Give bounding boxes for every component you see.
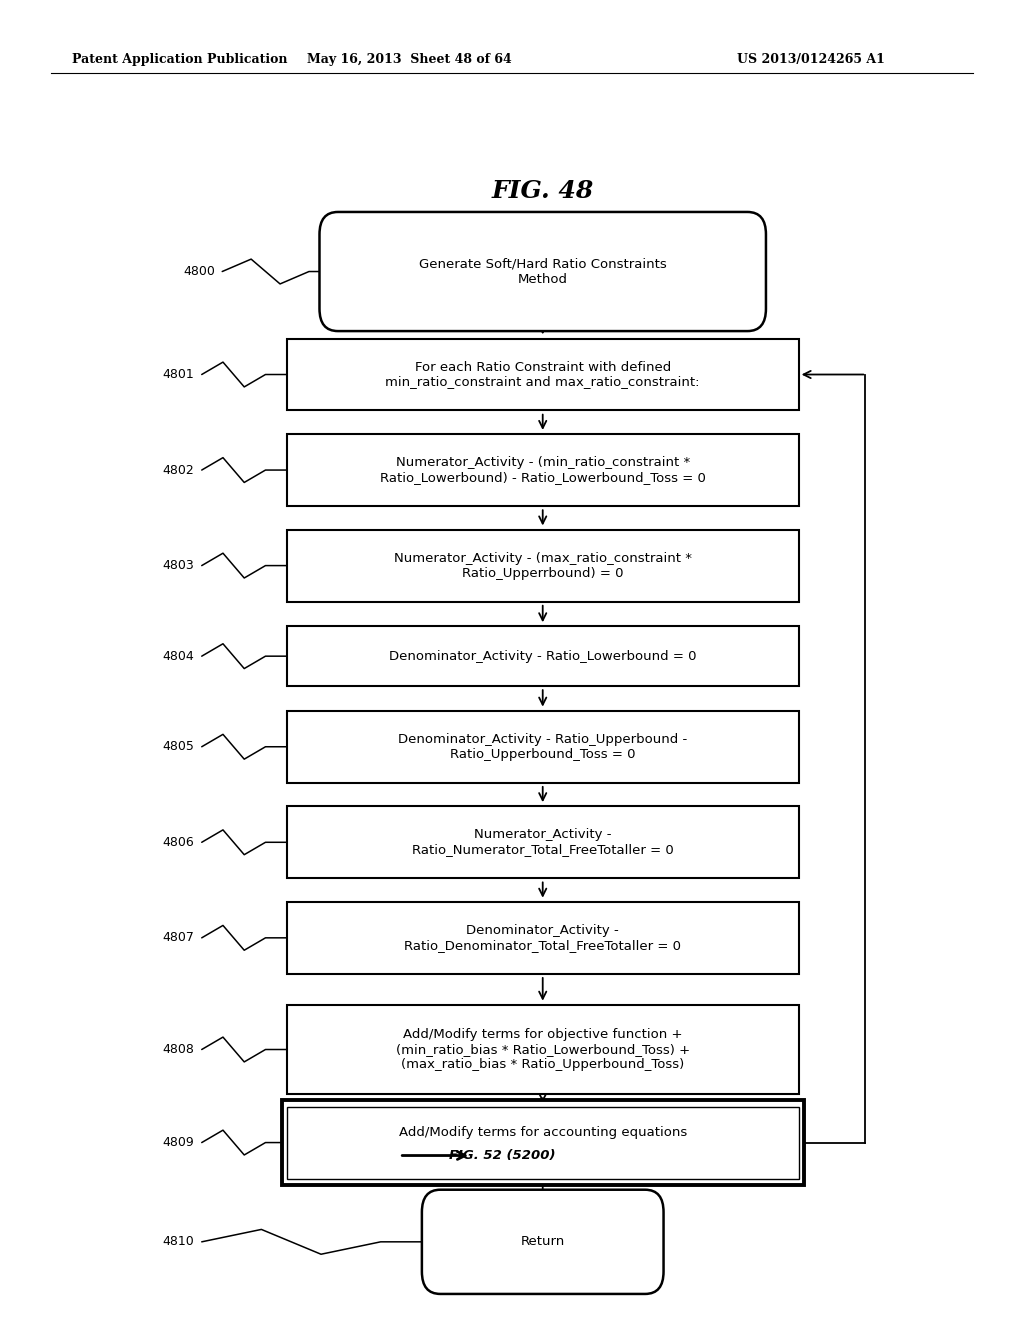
Text: 4805: 4805 (163, 741, 195, 754)
Text: 4808: 4808 (163, 1043, 195, 1056)
Text: 4807: 4807 (163, 932, 195, 944)
FancyBboxPatch shape (287, 627, 799, 686)
FancyBboxPatch shape (287, 1005, 799, 1094)
Text: Denominator_Activity - Ratio_Upperbound -
Ratio_Upperbound_Toss = 0: Denominator_Activity - Ratio_Upperbound … (398, 733, 687, 760)
FancyBboxPatch shape (287, 1106, 799, 1179)
Text: FIG. 48: FIG. 48 (492, 180, 594, 203)
Text: 4806: 4806 (163, 836, 195, 849)
Text: Patent Application Publication: Patent Application Publication (72, 53, 287, 66)
Text: US 2013/0124265 A1: US 2013/0124265 A1 (737, 53, 885, 66)
Text: Generate Soft/Hard Ratio Constraints
Method: Generate Soft/Hard Ratio Constraints Met… (419, 257, 667, 285)
Text: 4801: 4801 (163, 368, 195, 381)
Text: 4803: 4803 (163, 560, 195, 572)
FancyBboxPatch shape (287, 338, 799, 411)
Text: Add/Modify terms for objective function +
(min_ratio_bias * Ratio_Lowerbound_Tos: Add/Modify terms for objective function … (395, 1028, 690, 1071)
Text: Numerator_Activity -
Ratio_Numerator_Total_FreeTotaller = 0: Numerator_Activity - Ratio_Numerator_Tot… (412, 828, 674, 857)
Text: Denominator_Activity - Ratio_Lowerbound = 0: Denominator_Activity - Ratio_Lowerbound … (389, 649, 696, 663)
Text: For each Ratio Constraint with defined
min_ratio_constraint and max_ratio_constr: For each Ratio Constraint with defined m… (385, 360, 700, 388)
FancyBboxPatch shape (287, 807, 799, 878)
Text: Denominator_Activity -
Ratio_Denominator_Total_FreeTotaller = 0: Denominator_Activity - Ratio_Denominator… (404, 924, 681, 952)
Text: May 16, 2013  Sheet 48 of 64: May 16, 2013 Sheet 48 of 64 (307, 53, 512, 66)
Text: 4804: 4804 (163, 649, 195, 663)
Text: Add/Modify terms for accounting equations: Add/Modify terms for accounting equation… (398, 1126, 687, 1139)
Text: Numerator_Activity - (max_ratio_constraint *
Ratio_Upperrbound) = 0: Numerator_Activity - (max_ratio_constrai… (393, 552, 692, 579)
Text: FIG. 52 (5200): FIG. 52 (5200) (449, 1148, 555, 1162)
Text: 4802: 4802 (163, 463, 195, 477)
Text: 4800: 4800 (183, 265, 215, 279)
FancyBboxPatch shape (319, 213, 766, 331)
FancyBboxPatch shape (287, 529, 799, 602)
Text: Return: Return (520, 1236, 565, 1249)
FancyBboxPatch shape (282, 1101, 804, 1185)
FancyBboxPatch shape (287, 434, 799, 506)
Text: 4809: 4809 (163, 1137, 195, 1150)
Text: Numerator_Activity - (min_ratio_constraint *
Ratio_Lowerbound) - Ratio_Lowerboun: Numerator_Activity - (min_ratio_constrai… (380, 455, 706, 484)
FancyBboxPatch shape (287, 710, 799, 783)
Text: 4810: 4810 (163, 1236, 195, 1249)
FancyBboxPatch shape (422, 1189, 664, 1294)
FancyBboxPatch shape (287, 902, 799, 974)
